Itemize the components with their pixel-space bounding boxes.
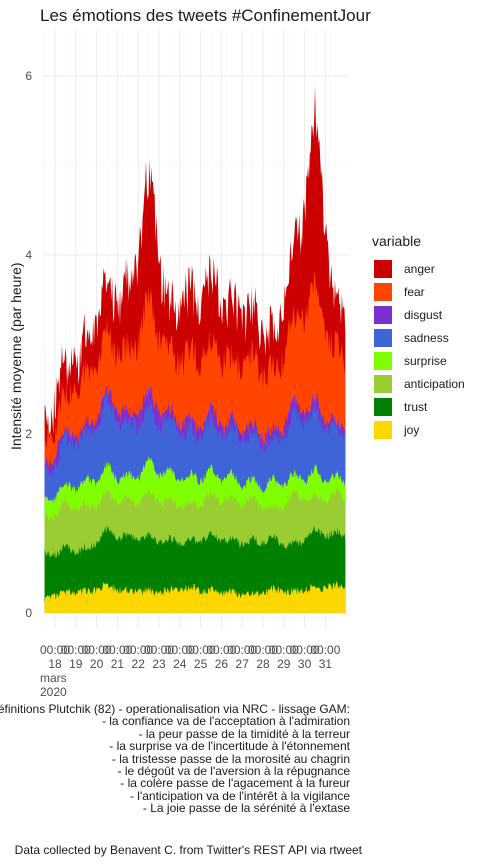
x-tick-day-label: 28 bbox=[256, 657, 270, 671]
legend-label: disgust bbox=[404, 307, 443, 322]
x-year-label: 2020 bbox=[40, 685, 67, 699]
caption-line: - la peur passe de la timidité à la terr… bbox=[138, 726, 350, 741]
x-tick-time-label: 00:00 bbox=[310, 643, 340, 657]
legend-swatch bbox=[374, 328, 392, 347]
legend-swatch bbox=[374, 305, 392, 324]
x-tick-time-label: 00:00 bbox=[248, 643, 278, 657]
legend-label: joy bbox=[404, 422, 420, 437]
caption-line: - la tristesse passe de la morosité au c… bbox=[111, 751, 350, 766]
x-tick-day-label: 30 bbox=[298, 657, 312, 671]
legend-swatch bbox=[374, 397, 392, 416]
x-tick-time-label: 00:00 bbox=[61, 643, 91, 657]
legend-label: anticipation bbox=[404, 376, 465, 391]
legend-item-fear: fear bbox=[372, 280, 465, 303]
legend-label: fear bbox=[404, 284, 425, 299]
caption-line: - la confiance va de l'acceptation à l'a… bbox=[101, 714, 350, 729]
x-tick-time-label: 00:00 bbox=[206, 643, 236, 657]
legend-label: surprise bbox=[404, 353, 447, 368]
legend-item-anger: anger bbox=[372, 257, 465, 280]
x-tick-day-label: 25 bbox=[194, 657, 208, 671]
y-tick-label: 2 bbox=[25, 427, 32, 441]
caption-line: - l'anticipation va de l'intérêt à la vi… bbox=[129, 788, 350, 803]
data-credit: Data collected by Benavent C. from Twitt… bbox=[14, 843, 362, 857]
y-tick-label: 6 bbox=[25, 69, 32, 83]
legend-item-surprise: surprise bbox=[372, 349, 465, 372]
x-axis-ticks: 00:001800:001900:002000:002100:002200:00… bbox=[40, 643, 341, 699]
x-tick-day-label: 29 bbox=[277, 657, 291, 671]
x-tick-day-label: 19 bbox=[69, 657, 83, 671]
caption-line: - La joie passe de la sérénité à l'extas… bbox=[142, 801, 350, 816]
legend-swatch bbox=[374, 259, 392, 278]
legend-label: sadness bbox=[404, 330, 449, 345]
legend-swatch bbox=[374, 282, 392, 301]
legend-swatch bbox=[374, 420, 392, 439]
x-tick-time-label: 00:00 bbox=[123, 643, 153, 657]
y-tick-label: 4 bbox=[25, 248, 32, 262]
x-tick-time-label: 00:00 bbox=[165, 643, 195, 657]
area-joy bbox=[44, 580, 346, 613]
legend-swatch bbox=[374, 374, 392, 393]
legend-label: trust bbox=[404, 399, 428, 414]
x-tick-day-label: 31 bbox=[319, 657, 333, 671]
legend-item-anticipation: anticipation bbox=[372, 372, 465, 395]
y-tick-label: 0 bbox=[25, 606, 32, 620]
x-tick-time-label: 00:00 bbox=[102, 643, 132, 657]
caption-line: Définitions Plutchik (82) - operationali… bbox=[0, 702, 350, 716]
caption-line: - le dégoût va de l'aversion à la répugn… bbox=[117, 764, 350, 779]
x-tick-day-label: 22 bbox=[132, 657, 146, 671]
caption-text: Définitions Plutchik (82) - operationali… bbox=[0, 703, 350, 815]
y-axis-ticks: 0 2 4 6 bbox=[25, 69, 32, 620]
x-tick-day-label: 18 bbox=[48, 657, 62, 671]
x-tick-time-label: 00:00 bbox=[144, 643, 174, 657]
x-tick-day-label: 26 bbox=[215, 657, 229, 671]
x-month-label: mars bbox=[40, 671, 67, 685]
x-tick-time-label: 00:00 bbox=[227, 643, 257, 657]
legend-item-joy: joy bbox=[372, 418, 465, 441]
legend-item-sadness: sadness bbox=[372, 326, 465, 349]
x-tick-time-label: 00:00 bbox=[40, 643, 70, 657]
x-tick-day-label: 27 bbox=[236, 657, 250, 671]
chart-title: Les émotions des tweets #ConfinementJour bbox=[40, 6, 371, 25]
legend-swatch bbox=[374, 351, 392, 370]
legend-items: anger fear disgust sadness surprise anticipat… bbox=[372, 257, 465, 441]
x-tick-day-label: 20 bbox=[90, 657, 104, 671]
x-tick-time-label: 00:00 bbox=[82, 643, 112, 657]
x-tick-time-label: 00:00 bbox=[290, 643, 320, 657]
stacked-areas bbox=[44, 86, 346, 613]
legend-item-trust: trust bbox=[372, 395, 465, 418]
caption-line: - la colère passe de l'agacement à la fu… bbox=[120, 776, 350, 791]
x-tick-day-label: 23 bbox=[152, 657, 166, 671]
x-tick-day-label: 24 bbox=[173, 657, 187, 671]
x-tick-time-label: 00:00 bbox=[186, 643, 216, 657]
legend-label: anger bbox=[404, 261, 435, 276]
x-tick-day-label: 21 bbox=[111, 657, 125, 671]
legend-item-disgust: disgust bbox=[372, 303, 465, 326]
legend-title: variable bbox=[372, 233, 422, 249]
legend: variable anger fear disgust sadness surprise… bbox=[372, 233, 465, 441]
caption-line: - la surprise va de l'incertitude à l'ét… bbox=[109, 739, 350, 754]
x-tick-time-label: 00:00 bbox=[269, 643, 299, 657]
